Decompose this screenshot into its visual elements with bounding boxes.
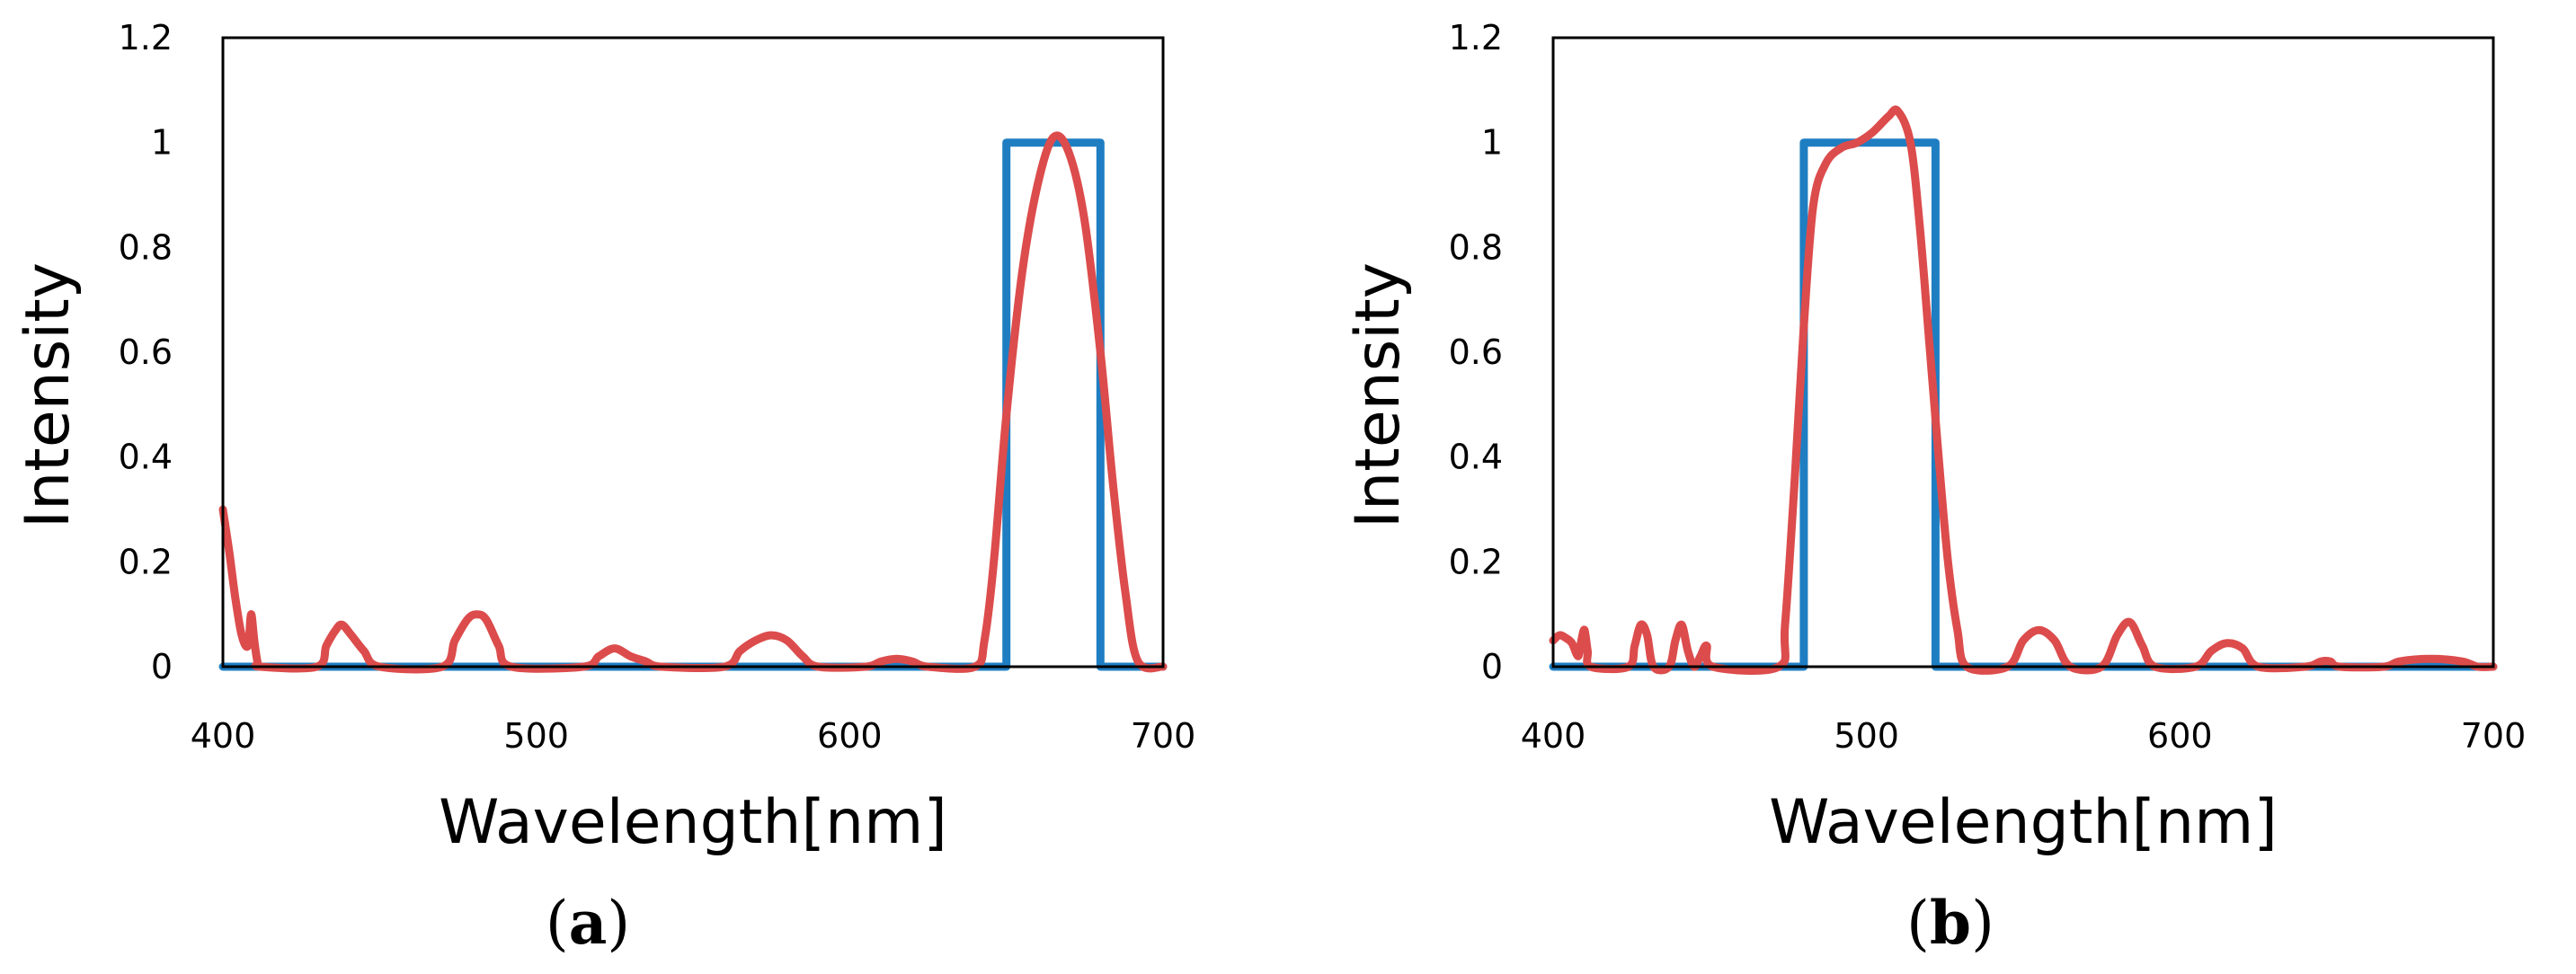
y-tick-label: 0.8 [119, 227, 173, 267]
plot-frame-a [221, 36, 1165, 669]
y-tick-label: 0.4 [119, 438, 173, 477]
x-axis-label-b: Wavelength[nm] [1769, 787, 2278, 858]
y-tick-labels-a: 0 0.2 0.4 0.6 0.8 1 1.2 [119, 18, 173, 686]
plot-frame-b [1551, 36, 2495, 669]
x-tick-label: 500 [1834, 716, 1899, 756]
y-tick-label: 0.6 [119, 332, 173, 372]
series-layer-a [218, 131, 1168, 674]
x-tick-labels-a: 400 500 600 700 [191, 716, 1196, 756]
y-tick-label: 0 [1481, 647, 1503, 686]
y-tick-label: 0.8 [1449, 227, 1503, 267]
x-axis-label-a: Wavelength[nm] [439, 787, 947, 858]
series-line-target [218, 138, 1168, 671]
x-tick-label: 700 [1131, 716, 1196, 756]
y-tick-label: 1 [151, 123, 173, 163]
chart-panel-b: 400 500 600 700 0 0.2 0.4 0.6 0.8 1 1.2 … [1343, 18, 2526, 958]
series-line-target [1549, 138, 2498, 671]
y-axis-label-b: Intensity [1343, 262, 1414, 528]
y-tick-label: 1 [1481, 123, 1503, 163]
y-tick-label: 1.2 [1449, 18, 1503, 58]
x-tick-label: 400 [1521, 716, 1586, 756]
y-tick-label: 0.2 [119, 542, 173, 581]
y-tick-label: 0.4 [1449, 438, 1503, 477]
chart-panel-a: 400 500 600 700 0 0.2 0.4 0.6 0.8 1 1.2 … [13, 18, 1195, 958]
series-line-reconstructed [218, 131, 1168, 674]
y-tick-label: 0.6 [1449, 332, 1503, 372]
series-line-reconstructed [1549, 105, 2498, 675]
x-tick-label: 700 [2461, 716, 2527, 756]
y-tick-label: 0 [151, 647, 173, 686]
y-tick-label: 0.2 [1449, 542, 1503, 581]
x-tick-label: 600 [817, 716, 883, 756]
panel-label-a: (a) [546, 888, 630, 958]
y-tick-labels-b: 0 0.2 0.4 0.6 0.8 1 1.2 [1449, 18, 1503, 686]
y-axis-label-a: Intensity [13, 262, 84, 528]
series-layer-b [1549, 105, 2498, 675]
panel-label-b: (b) [1906, 888, 1994, 958]
x-tick-label: 400 [191, 716, 256, 756]
y-tick-label: 1.2 [119, 18, 173, 58]
x-tick-labels-b: 400 500 600 700 [1521, 716, 2527, 756]
x-tick-label: 500 [503, 716, 569, 756]
x-tick-label: 600 [2147, 716, 2213, 756]
